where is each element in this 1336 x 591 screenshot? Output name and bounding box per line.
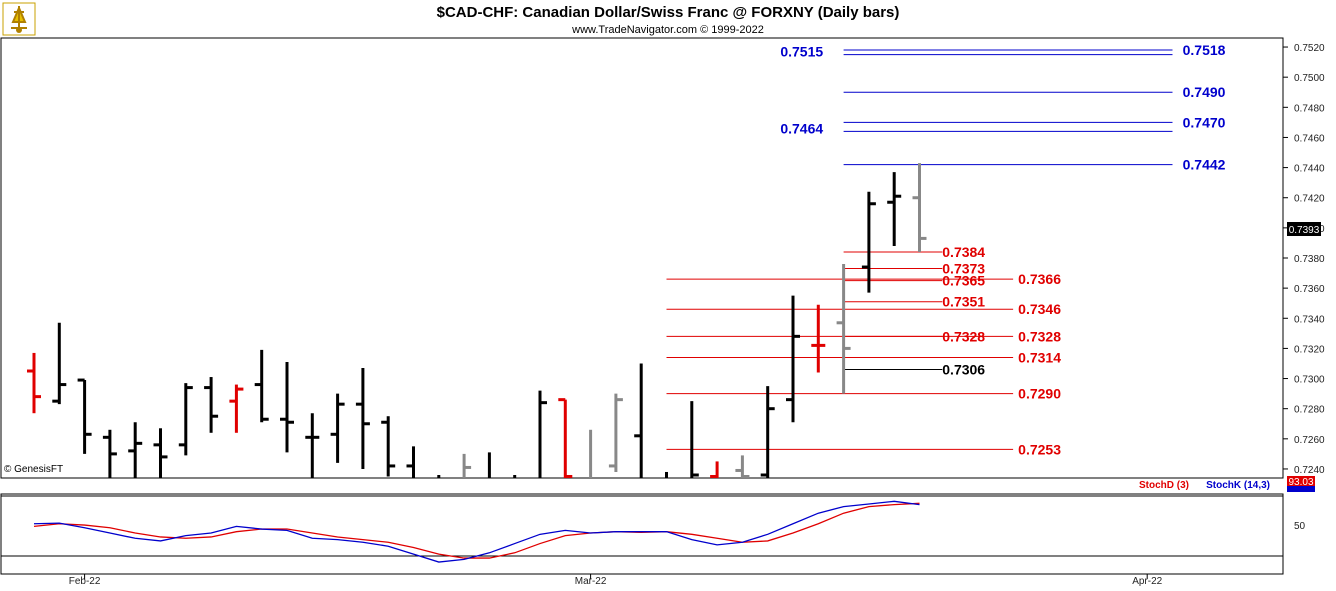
ohlc-bar [887,172,902,246]
last-price-label: 0.7393 [1289,225,1320,236]
ohlc-bar [128,422,143,478]
projection-label: 0.7290 [1018,386,1061,402]
ohlc-bar [305,413,320,478]
trade-navigator-logo [2,2,36,36]
ohlc-bar [381,416,396,477]
ohlc-bar [462,453,472,478]
legend-stochd: StochD (3) [1139,480,1189,491]
projection-label: 0.7346 [1018,301,1061,317]
price-tick-label: 0.7260 [1294,435,1325,446]
price-tick-label: 0.7300 [1294,375,1325,386]
projection-label: 0.7518 [1183,42,1226,58]
ohlc-bar [836,264,851,394]
price-tick-label: 0.7460 [1294,133,1325,144]
stochastic-panel-frame [0,493,1284,575]
price-tick-label: 0.7320 [1294,344,1325,355]
projection-label: 0.7314 [1018,349,1061,365]
projection-label: 0.7470 [1183,114,1226,130]
ohlc-bar [280,361,294,453]
ohlc-bar [102,429,117,478]
ohlc-bar [760,386,775,478]
projection-label: 0.7328 [1018,328,1061,344]
ohlc-bar [254,349,269,423]
ohlc-bar [861,191,876,293]
x-tick-label: Feb-22 [69,576,101,587]
ohlc-bar [27,352,41,414]
ohlc-bar [710,461,719,478]
ohlc-bar [77,378,92,454]
watermark: © GenesisFT [4,464,63,475]
price-tick-label: 0.7500 [1294,73,1325,84]
x-tick-label: Apr-22 [1132,576,1162,587]
chart-title: $CAD-CHF: Canadian Dollar/Swiss Franc @ … [437,4,900,21]
stoch-tick-50: 50 [1294,521,1306,532]
stoch-value-tag-blue [1287,486,1315,492]
price-axis: 0.7240 0.7260 0.7280 0.7300 0.7320 0.7340 0.73… [1283,43,1325,476]
stochastic-lines [33,500,920,563]
ohlc-bar [634,363,643,478]
ohlc-bar [355,368,370,469]
x-tick-label: Mar-22 [575,576,607,587]
projection-label: 0.7464 [780,120,823,136]
ohlc-bar [229,384,244,433]
projection-label: 0.7515 [780,44,823,60]
projection-label: 0.7351 [942,294,985,310]
projection-label: 0.7490 [1183,84,1226,100]
ohlc-bar [811,304,826,373]
projection-label: 0.7365 [942,273,985,289]
last-price-tag [1287,222,1321,236]
price-tick-label: 0.7520 [1294,43,1325,54]
ohlc-bar [558,398,573,478]
ohlc-bars [27,163,927,478]
x-axis: Feb-22 Mar-22 Apr-22 [69,574,1163,587]
ohlc-bar [204,377,219,433]
ohlc-bar [912,163,927,252]
price-tick-label: 0.7380 [1294,254,1325,265]
ohlc-bar [538,390,547,478]
projection-label: 0.7442 [1183,157,1226,173]
ohlc-bar [330,393,345,463]
chart-subtitle: www.TradeNavigator.com © 1999-2022 [571,24,764,36]
ohlc-bar [153,428,168,478]
price-tick-label: 0.7420 [1294,194,1325,205]
price-tick-label: 0.7480 [1294,103,1325,114]
projection-label: 0.7306 [942,362,985,378]
projection-label: 0.7373 [942,261,985,277]
price-tick-label: 0.7360 [1294,284,1325,295]
projection-lines: 0.7518 0.7515 0.7490 0.7470 0.7464 0.7442 0.73… [666,42,1226,457]
ohlc-bar [406,446,415,478]
projection-label: 0.7253 [1018,441,1061,457]
ohlc-bar [608,393,623,472]
stochk-line [33,500,920,563]
ohlc-bar [178,383,193,456]
legend-stochk: StochK (14,3) [1206,480,1270,491]
projection-label: 0.7384 [942,244,985,260]
projection-label: 0.7366 [1018,271,1061,287]
stochd-line [33,502,920,559]
price-tick-label: 0.7340 [1294,314,1325,325]
ohlc-bar [690,401,699,478]
stoch-value-label: 93.03 [1288,477,1313,488]
price-tick-label: 0.7440 [1294,164,1325,175]
price-tick-label: 0.7240 [1294,465,1325,476]
ohlc-bar [735,455,750,478]
price-tick-label: 0.7280 [1294,405,1325,416]
ohlc-bar [786,295,800,423]
ohlc-bar [52,322,67,405]
